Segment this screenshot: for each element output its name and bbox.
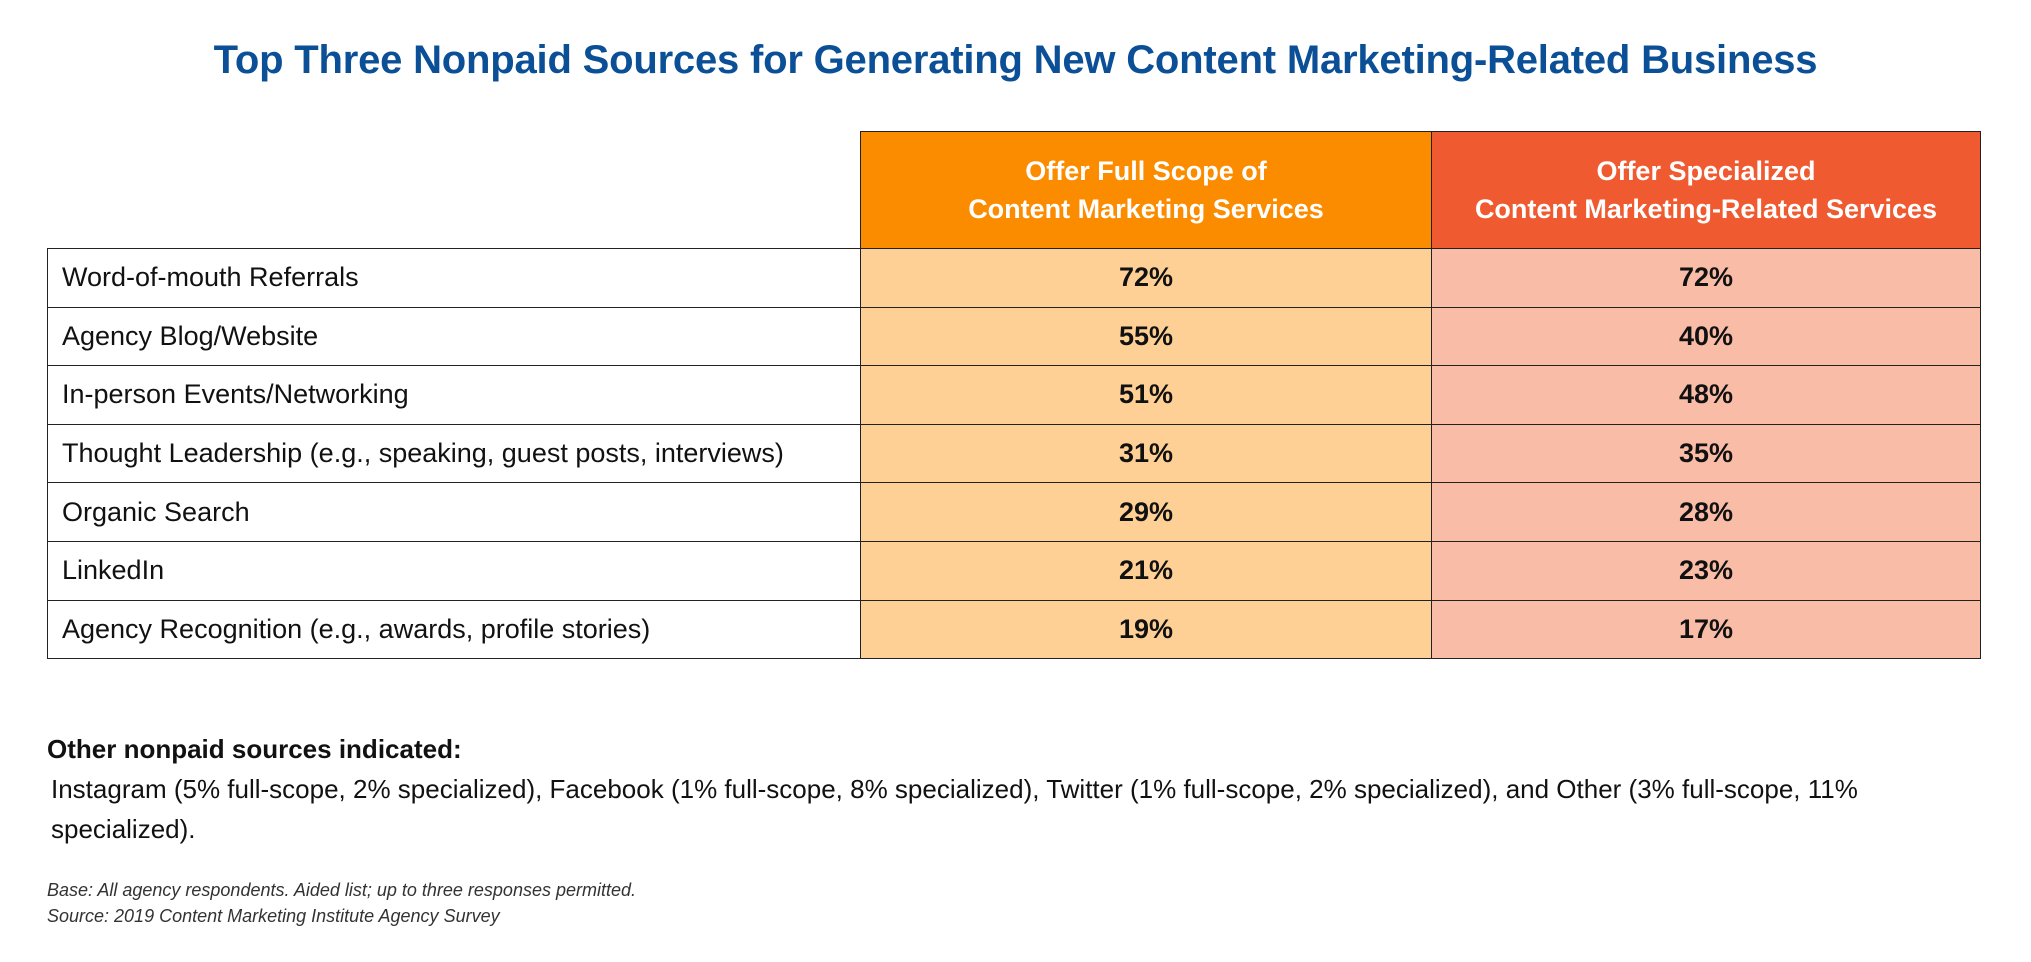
value-full-scope: 55% [860, 306, 1432, 367]
value-specialized: 28% [1431, 482, 1981, 542]
column-header-specialized-line1: Offer Specialized [1596, 156, 1816, 186]
results-table-wrapper: Offer Full Scope of Content Marketing Se… [47, 131, 1981, 660]
base-note: Base: All agency respondents. Aided list… [47, 880, 636, 900]
row-label: Agency Recognition (e.g., awards, profil… [47, 599, 861, 660]
value-specialized: 48% [1431, 365, 1981, 425]
table-row: Agency Recognition (e.g., awards, profil… [47, 599, 1981, 660]
source-note: Source: 2019 Content Marketing Institute… [47, 906, 500, 926]
table-row: Organic Search 29% 28% [47, 482, 1981, 542]
row-label: LinkedIn [47, 540, 861, 601]
value-full-scope: 72% [860, 248, 1432, 308]
table-row: Word-of-mouth Referrals 72% 72% [47, 248, 1981, 308]
results-table: Offer Full Scope of Content Marketing Se… [47, 131, 1981, 660]
header-blank-cell [48, 132, 861, 249]
value-full-scope: 19% [860, 599, 1432, 660]
table-row: In-person Events/Networking 51% 48% [47, 365, 1981, 425]
column-header-specialized-line2: Content Marketing-Related Services [1474, 194, 1938, 224]
table-body: Word-of-mouth Referrals 72% 72% Agency Blog… [47, 248, 1981, 660]
row-label: Agency Blog/Website [47, 306, 861, 367]
value-specialized: 23% [1431, 540, 1981, 601]
row-label: Word-of-mouth Referrals [47, 248, 861, 308]
value-specialized: 40% [1431, 306, 1981, 367]
other-sources-section: Other nonpaid sources indicated: Instagr… [47, 729, 1947, 849]
row-label: In-person Events/Networking [47, 365, 861, 425]
value-full-scope: 21% [860, 540, 1432, 601]
column-header-full-scope-line1: Offer Full Scope of [1025, 156, 1267, 186]
value-full-scope: 31% [860, 423, 1432, 484]
table-row: Thought Leadership (e.g., speaking, gues… [47, 423, 1981, 484]
row-label: Thought Leadership (e.g., speaking, gues… [47, 423, 861, 484]
column-header-full-scope: Offer Full Scope of Content Marketing Se… [860, 131, 1432, 249]
value-specialized: 72% [1431, 248, 1981, 308]
value-specialized: 35% [1431, 423, 1981, 484]
column-header-full-scope-line2: Content Marketing Services [968, 194, 1324, 224]
chart-title: Top Three Nonpaid Sources for Generating… [213, 38, 1818, 82]
table-row: LinkedIn 21% 23% [47, 540, 1981, 601]
value-specialized: 17% [1431, 599, 1981, 660]
table-row: Agency Blog/Website 55% 40% [47, 306, 1981, 367]
footnotes: Base: All agency respondents. Aided list… [47, 877, 636, 929]
table-header-row: Offer Full Scope of Content Marketing Se… [48, 131, 1981, 249]
value-full-scope: 29% [860, 482, 1432, 542]
row-label: Organic Search [47, 482, 861, 542]
value-full-scope: 51% [860, 365, 1432, 425]
other-sources-text: Instagram (5% full-scope, 2% specialized… [51, 774, 1858, 844]
other-sources-heading: Other nonpaid sources indicated: [47, 734, 462, 764]
column-header-specialized: Offer Specialized Content Marketing-Rela… [1431, 131, 1981, 249]
